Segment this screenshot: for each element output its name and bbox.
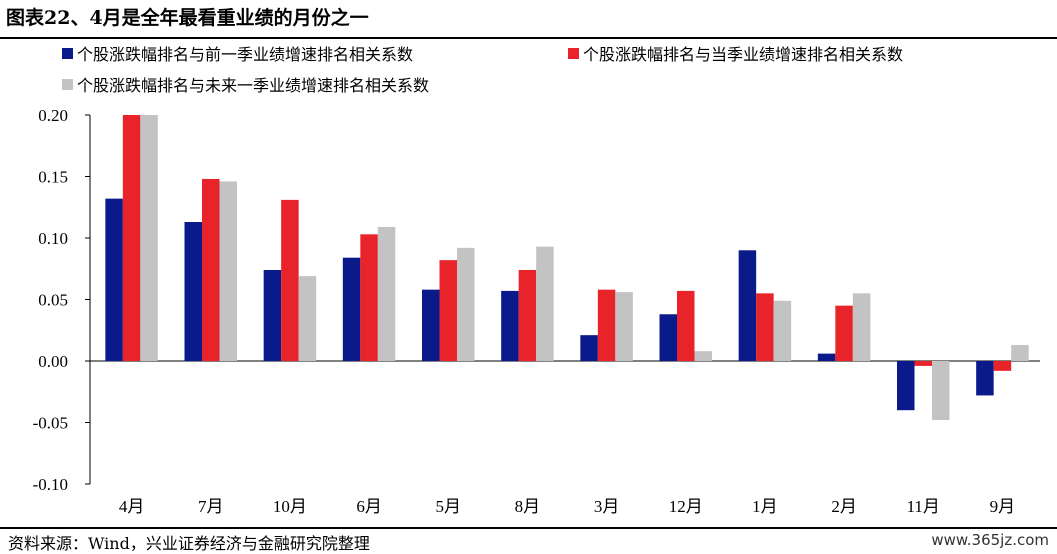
bar-series1 xyxy=(184,222,202,361)
x-tick-label: 5月 xyxy=(436,497,462,516)
bar-series2 xyxy=(518,269,537,361)
bar-series3 xyxy=(140,115,158,361)
y-tick-label: 0.10 xyxy=(38,229,68,248)
bar-series3 xyxy=(377,226,396,361)
x-tick-label: 11月 xyxy=(907,497,940,516)
bar-series2 xyxy=(677,290,695,361)
bar-series3 xyxy=(773,300,792,361)
bottom-rule xyxy=(0,527,1057,529)
x-tick-label: 9月 xyxy=(990,497,1016,516)
legend-swatch-series2 xyxy=(568,48,579,59)
bar-series2 xyxy=(835,305,853,361)
legend-item-series3: 个股涨跌幅排名与未来一季业绩增速排名相关系数 xyxy=(62,75,429,97)
y-tick-label: 0.15 xyxy=(38,168,68,187)
bar-series3 xyxy=(694,351,712,361)
legend-item-series1: 个股涨跌幅排名与前一季业绩增速排名相关系数 xyxy=(62,44,413,66)
bar-series1 xyxy=(976,361,994,396)
bar-series3 xyxy=(219,181,237,361)
bar-series3 xyxy=(298,276,317,361)
bar-series3 xyxy=(852,293,871,361)
x-tick-label: 7月 xyxy=(198,497,224,516)
bar-series1 xyxy=(501,290,519,361)
x-tick-label: 3月 xyxy=(594,497,620,516)
y-tick-label: 0.20 xyxy=(38,106,68,125)
watermark: www.365jz.com xyxy=(931,531,1049,549)
y-tick-label: -0.10 xyxy=(33,475,68,494)
chart-title: 图表22、4月是全年最看重业绩的月份之一 xyxy=(6,7,369,29)
y-tick-label: -0.05 xyxy=(33,414,68,433)
bar-series1 xyxy=(817,353,836,361)
legend-swatch-series1 xyxy=(62,48,73,59)
x-tick-label: 8月 xyxy=(515,497,541,516)
x-tick-label: 1月 xyxy=(752,497,778,516)
bar-series2 xyxy=(756,293,774,361)
bar-series3 xyxy=(932,361,950,421)
bar-series2 xyxy=(439,260,457,361)
bar-series3 xyxy=(536,246,554,361)
bar-series1 xyxy=(263,269,282,361)
bar-series1 xyxy=(897,361,915,411)
source-note: 资料来源：Wind，兴业证券经济与金融研究院整理 xyxy=(8,534,370,553)
x-tick-label: 2月 xyxy=(831,497,857,516)
bar-series2 xyxy=(281,199,299,361)
y-tick-label: 0.00 xyxy=(38,352,68,371)
bar-series1 xyxy=(422,289,440,361)
bar-series2 xyxy=(122,115,141,361)
x-tick-label: 6月 xyxy=(356,497,382,516)
bar-series1 xyxy=(659,314,677,361)
bar-series2 xyxy=(597,289,616,361)
legend-label-series3: 个股涨跌幅排名与未来一季业绩增速排名相关系数 xyxy=(77,76,430,95)
bar-series1 xyxy=(580,335,598,361)
bar-series1 xyxy=(342,257,361,361)
bar-series2 xyxy=(914,361,932,366)
x-tick-label: 12月 xyxy=(669,497,703,516)
legend-label-series2: 个股涨跌幅排名与当季业绩增速排名相关系数 xyxy=(583,45,904,64)
legend-item-series2: 个股涨跌幅排名与当季业绩增速排名相关系数 xyxy=(568,44,903,66)
bar-series2 xyxy=(360,234,378,361)
legend-label-series1: 个股涨跌幅排名与前一季业绩增速排名相关系数 xyxy=(77,45,414,64)
bar-series3 xyxy=(615,292,633,361)
top-rule xyxy=(0,37,1057,39)
y-tick-label: 0.05 xyxy=(38,291,68,310)
legend-swatch-series3 xyxy=(62,79,73,90)
x-tick-label: 4月 xyxy=(119,497,145,516)
bar-series2 xyxy=(993,361,1012,371)
x-tick-label: 10月 xyxy=(273,497,307,516)
bar-series3 xyxy=(1011,345,1029,361)
bar-series3 xyxy=(457,247,475,361)
bar-series1 xyxy=(738,250,757,361)
bar-series2 xyxy=(202,178,220,361)
bar-series1 xyxy=(105,198,123,361)
